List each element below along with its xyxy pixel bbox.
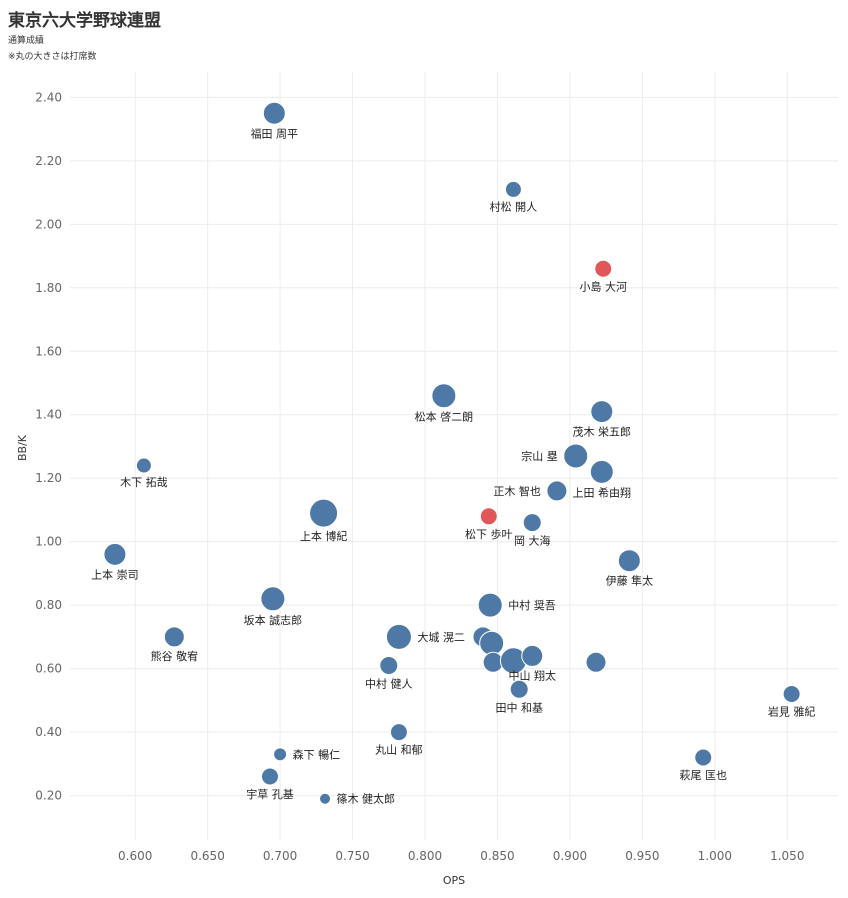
data-point[interactable]: [262, 101, 286, 125]
x-tick-label: 1.050: [770, 849, 804, 863]
y-tick-label: 1.60: [35, 344, 62, 358]
data-point-label: 松下 歩叶: [465, 527, 513, 541]
data-point-label: 福田 周平: [251, 126, 299, 140]
y-tick-label: 1.80: [35, 281, 62, 295]
y-tick-label: 0.80: [35, 598, 62, 612]
data-point-label: 中村 健人: [365, 676, 413, 690]
data-point[interactable]: [163, 626, 185, 648]
x-tick-label: 0.700: [263, 849, 297, 863]
x-tick-label: 0.600: [118, 849, 152, 863]
data-point[interactable]: [617, 549, 641, 573]
data-point-label: 松本 啓二朗: [415, 410, 474, 424]
y-tick-label: 0.20: [35, 789, 62, 803]
x-tick-label: 0.750: [335, 849, 369, 863]
data-point[interactable]: [260, 586, 286, 612]
data-point[interactable]: [546, 480, 568, 502]
y-tick-label: 1.40: [35, 408, 62, 422]
data-point-label: 森下 暢仁: [293, 747, 341, 761]
data-point[interactable]: [782, 685, 801, 704]
data-point-label: 上本 崇司: [91, 567, 139, 581]
x-tick-label: 0.850: [480, 849, 514, 863]
y-tick-label: 0.60: [35, 662, 62, 676]
data-point-highlight[interactable]: [479, 507, 498, 526]
data-point[interactable]: [319, 792, 332, 805]
data-point[interactable]: [521, 644, 544, 667]
chart-title: 東京六大学野球連盟: [8, 11, 161, 31]
data-point[interactable]: [590, 400, 614, 424]
data-point-label: 伊藤 隼太: [606, 574, 654, 588]
data-point[interactable]: [431, 383, 457, 409]
data-point[interactable]: [260, 767, 279, 786]
y-tick-label: 2.40: [35, 90, 62, 104]
data-point[interactable]: [309, 498, 339, 528]
data-point[interactable]: [589, 459, 614, 484]
data-point-highlight[interactable]: [594, 259, 613, 278]
data-point[interactable]: [389, 723, 408, 742]
y-tick-label: 1.20: [35, 471, 62, 485]
data-point-label: 上田 希由翔: [573, 485, 632, 499]
chart-note: ※丸の大きさは打席数: [8, 52, 97, 62]
y-tick-label: 2.00: [35, 217, 62, 231]
data-point-label: 田中 和基: [495, 701, 543, 714]
data-point-label: 木下 拓哉: [120, 475, 168, 489]
data-point[interactable]: [504, 180, 522, 198]
data-point-label: 正木 智也: [493, 484, 541, 498]
data-point[interactable]: [379, 655, 399, 675]
y-tick-label: 2.20: [35, 154, 62, 168]
y-axis-title: BB/K: [16, 434, 29, 461]
y-tick-label: 0.40: [35, 725, 62, 739]
data-point-label: 岡 大海: [514, 534, 551, 548]
x-tick-label: 0.650: [190, 849, 224, 863]
x-axis-title: OPS: [443, 874, 465, 887]
data-point-label: 篠木 健太郎: [337, 792, 396, 806]
data-point-label: 中村 奨吾: [508, 598, 556, 612]
data-point[interactable]: [479, 630, 505, 656]
data-point-label: 坂本 誠志郎: [244, 613, 303, 627]
data-point-label: 宇草 孔基: [246, 788, 294, 801]
data-point[interactable]: [385, 623, 412, 650]
data-point[interactable]: [585, 651, 607, 673]
chart-subtitle: 通算成績: [8, 36, 45, 46]
data-point[interactable]: [103, 542, 127, 566]
y-tick-label: 1.00: [35, 535, 62, 549]
data-point[interactable]: [509, 679, 529, 699]
data-point-label: 中山 翔太: [508, 668, 556, 682]
x-tick-label: 1.000: [698, 849, 732, 863]
data-point-label: 宗山 塁: [521, 449, 558, 463]
data-point-label: 丸山 和郁: [375, 743, 423, 757]
x-tick-label: 0.950: [625, 849, 659, 863]
data-point-label: 茂木 栄五郎: [573, 425, 632, 439]
data-point[interactable]: [477, 592, 503, 618]
data-point-label: 岩見 雅紀: [768, 705, 816, 719]
data-point[interactable]: [522, 513, 542, 533]
data-point[interactable]: [135, 457, 152, 474]
x-tick-label: 0.800: [408, 849, 442, 863]
data-point[interactable]: [273, 747, 288, 762]
data-point-label: 大城 滉二: [417, 630, 465, 644]
data-point-label: 萩尾 匡也: [679, 769, 727, 782]
data-point[interactable]: [563, 443, 589, 469]
data-point-label: 小島 大河: [580, 279, 628, 293]
data-point[interactable]: [694, 748, 713, 767]
data-point-label: 上本 博紀: [300, 529, 348, 543]
data-point-label: 村松 開人: [490, 199, 538, 213]
data-point-label: 熊谷 敬宥: [151, 649, 199, 663]
x-tick-label: 0.900: [553, 849, 587, 863]
